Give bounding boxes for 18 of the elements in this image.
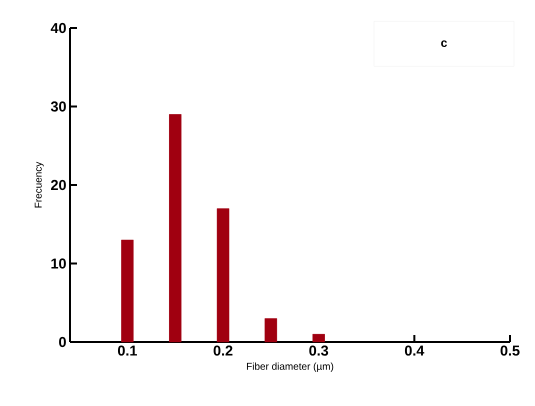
bar (312, 334, 325, 342)
annotation: c (441, 40, 447, 47)
y-axis-title: Frecuency (34, 162, 44, 208)
x-tick-label: 0.3 (309, 346, 328, 356)
y-tick-label: 10 (51, 258, 66, 269)
x-tick-label: 0.2 (214, 346, 232, 356)
x-tick-label: 0.5 (500, 346, 520, 356)
y-tick-label: 0 (59, 336, 66, 348)
bar (264, 318, 278, 342)
y-tick-label: 40 (50, 22, 66, 34)
x-axis-title: Fiber diameter (µm) (246, 362, 334, 372)
bar (121, 240, 134, 342)
bar (169, 114, 182, 342)
bar (216, 208, 230, 342)
x-tick-label: 0.4 (404, 346, 424, 356)
y-tick-label: 20 (51, 180, 66, 190)
x-tick-label: 0.1 (118, 346, 137, 356)
y-tick-label: 30 (50, 101, 66, 112)
